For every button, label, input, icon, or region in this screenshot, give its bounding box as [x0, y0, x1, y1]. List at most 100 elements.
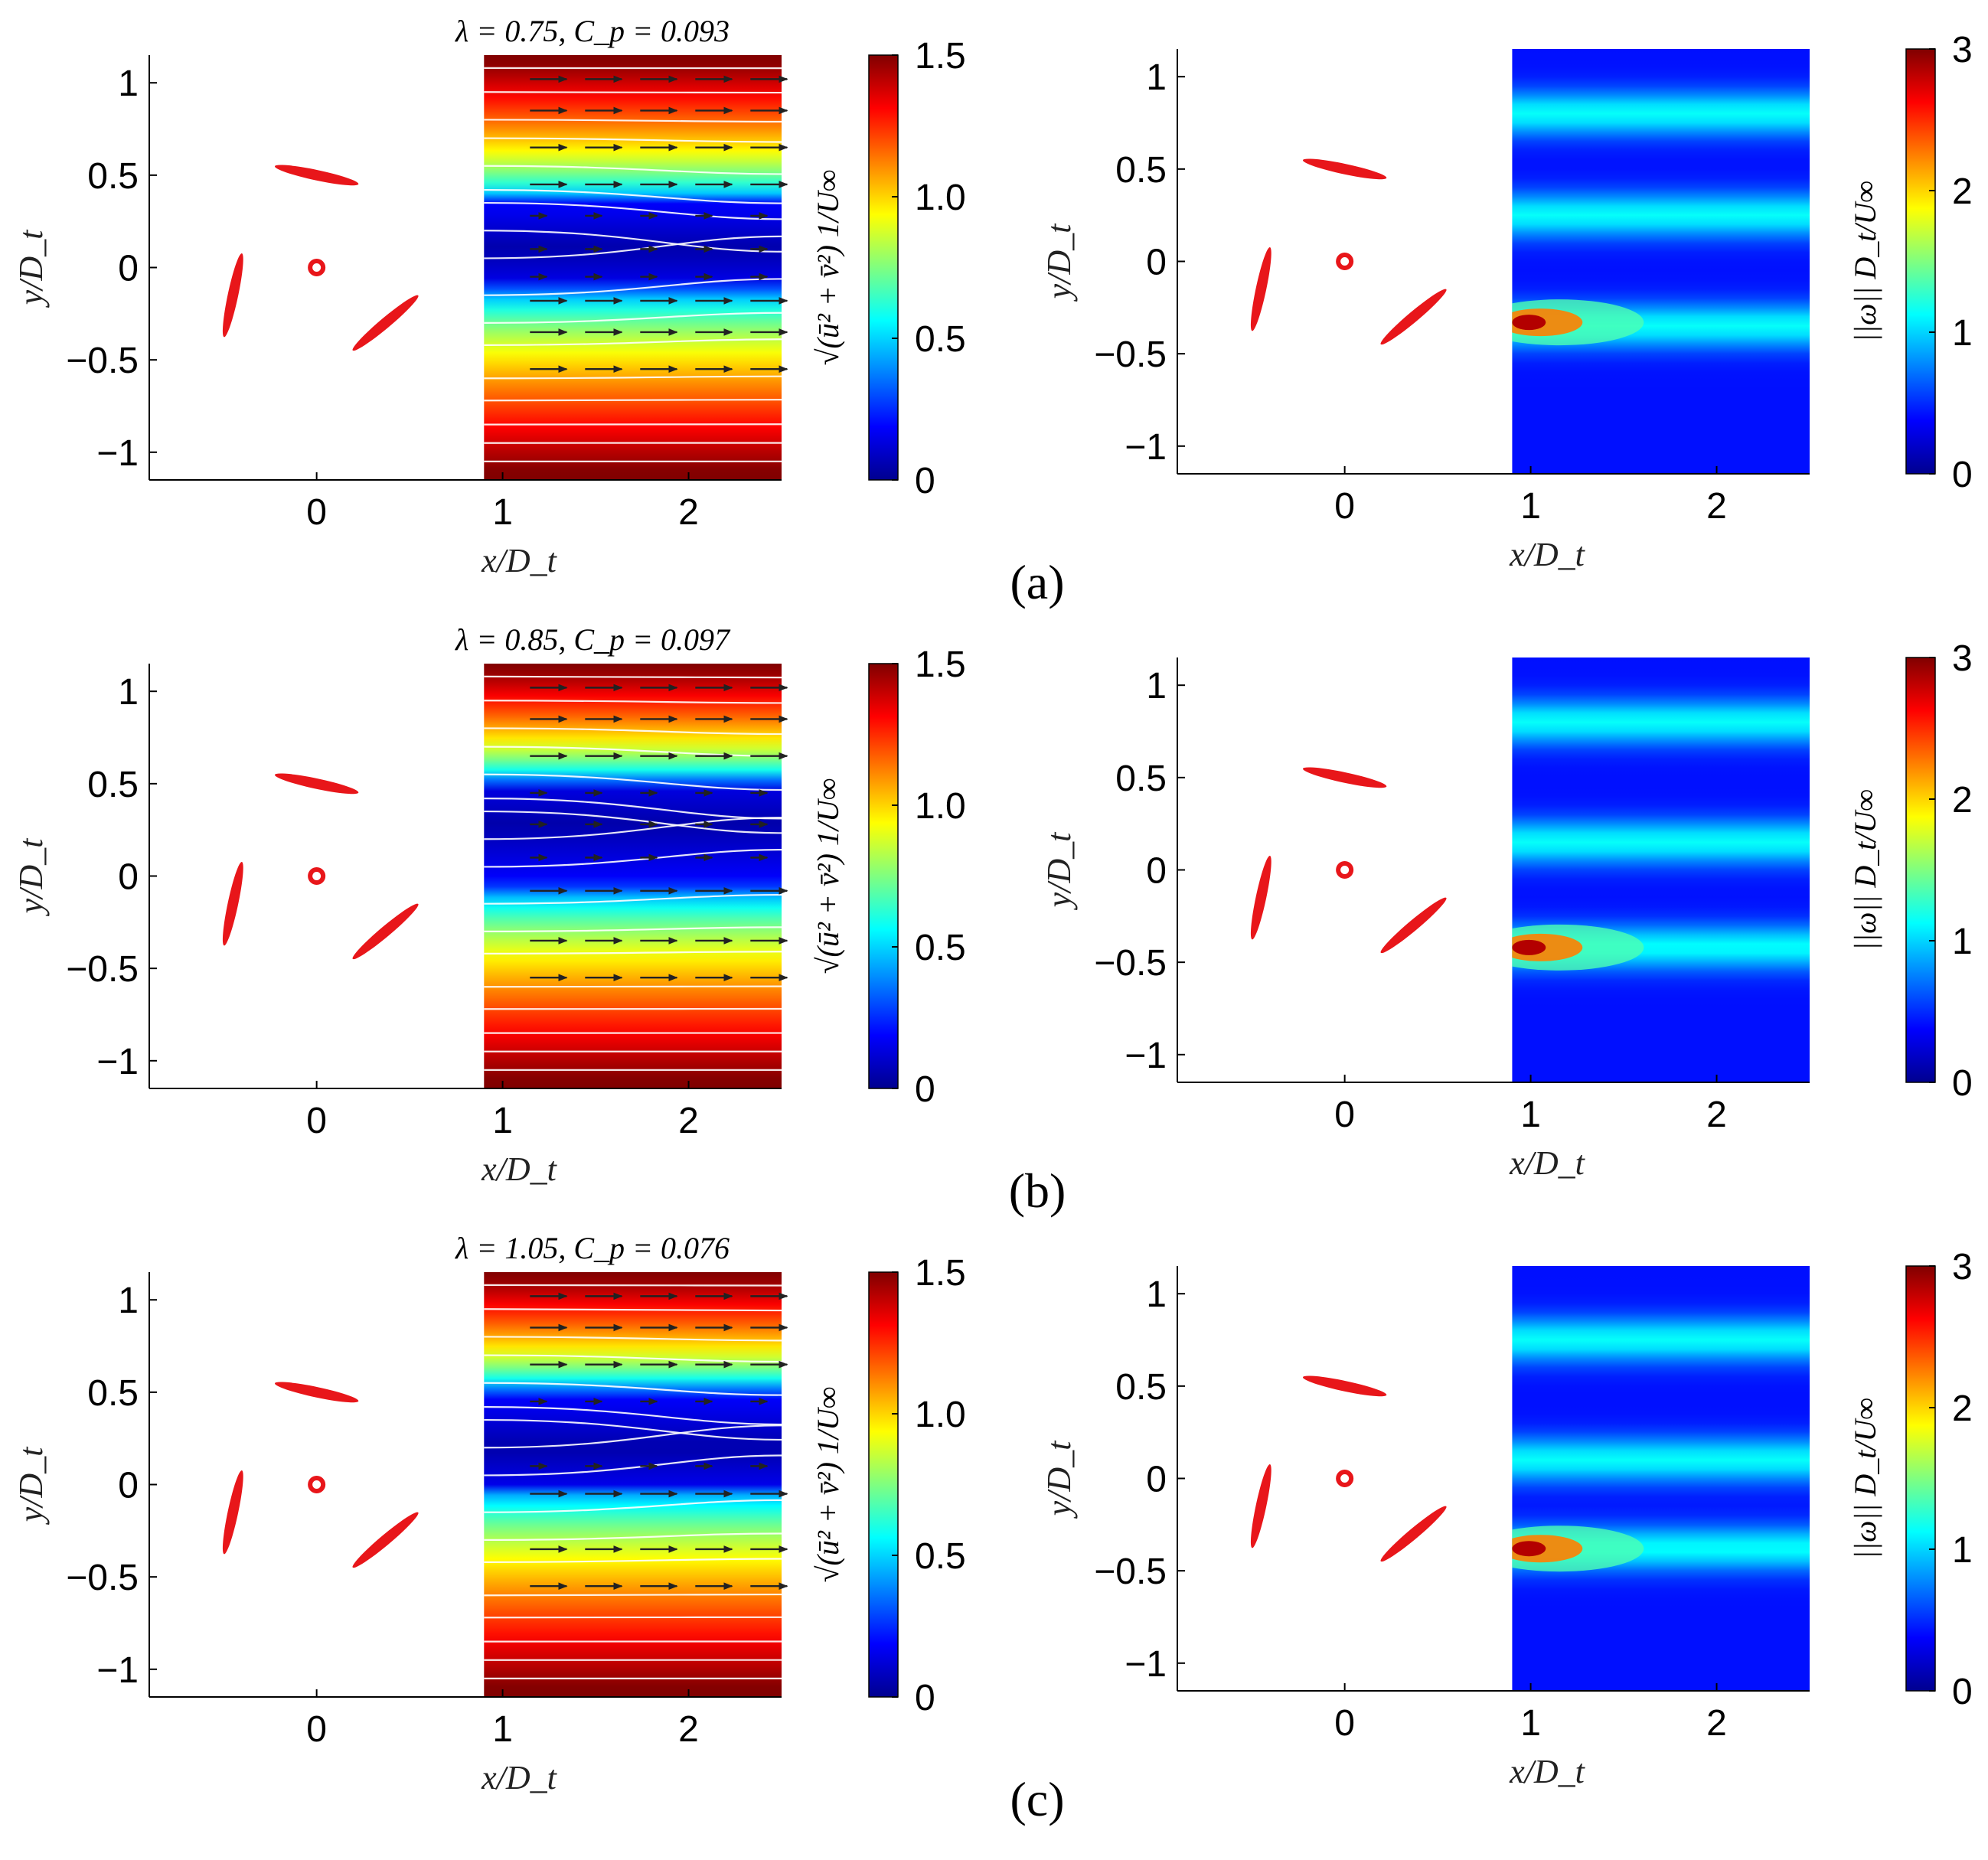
velocity-colorbar-tick-label: 1.5 — [915, 1253, 966, 1294]
y-tick-label: −0.5 — [1094, 943, 1167, 984]
y-tick-label: −0.5 — [66, 341, 139, 381]
turbine-blade-1 — [1302, 158, 1387, 180]
vorticity-colorbar-tick-label: 1 — [1952, 1530, 1973, 1571]
turbine-blade-2 — [1250, 1464, 1271, 1548]
velocity-colorbar-tick-label: 0.5 — [915, 319, 966, 360]
y-tick-label: 0.5 — [87, 1373, 139, 1414]
vorticity-colorbar-label: ||ω|| D_t/U∞ — [1848, 181, 1882, 342]
panel-label: (a) — [1010, 555, 1064, 609]
vorticity-panel: 0 1 2 1 0.5 0 −0.5 −1 x/D_t y/D_t 3 2 1 0 ||ω|| D_t/U∞ — [1040, 1247, 1973, 1790]
streamline — [484, 951, 782, 954]
x-tick-label: 0 — [1334, 1703, 1355, 1744]
vorticity-magnitude-field — [1512, 658, 1810, 1082]
turbine-blade-3 — [1380, 897, 1447, 954]
streamline — [484, 230, 782, 253]
y-tick-label: −0.5 — [1094, 1552, 1167, 1592]
turbine-hub — [308, 258, 326, 277]
vorticity-colorbar-tick-label: 1 — [1952, 922, 1973, 962]
turbine-blade-2 — [1250, 247, 1271, 331]
streamline — [484, 926, 782, 932]
streamline — [484, 798, 782, 820]
y-tick-label: 1 — [118, 672, 139, 713]
velocity-colorbar-label: √(ū² + v̄²) 1/U∞ — [811, 1387, 845, 1583]
velocity-colorbar-bar — [868, 54, 899, 481]
streamline — [484, 746, 782, 757]
velocity-magnitude-field — [484, 55, 782, 480]
streamline — [484, 1336, 782, 1342]
streamline — [484, 375, 782, 380]
rows-layer: 0 1 2 1 0.5 0 −0.5 −1 x/D_t y/D_t λ = 0.75, C_p = … — [12, 14, 1973, 1826]
vorticity-colorbar-bar — [1905, 657, 1936, 1083]
vorticity-hotspot-peak — [1512, 1541, 1546, 1557]
vorticity-colorbar-tick-label: 3 — [1952, 638, 1973, 679]
velocity-colorbar-tick-label: 0.5 — [915, 1536, 966, 1577]
x-tick-label: 0 — [306, 492, 327, 533]
streamline — [484, 189, 782, 204]
y-axis-label: y/D_t — [12, 229, 50, 308]
y-tick-label: −1 — [1125, 1036, 1167, 1076]
streamline — [484, 1593, 782, 1597]
velocity-colorbar-tick-label: 1.0 — [915, 786, 966, 827]
y-tick-label: 0.5 — [1115, 1367, 1167, 1408]
turbine-blade-1 — [1302, 767, 1387, 788]
turbine-blade-3 — [352, 903, 419, 960]
panel-label: (c) — [1010, 1772, 1064, 1826]
turbine-hub — [308, 1475, 326, 1494]
y-tick-label: 1 — [118, 1281, 139, 1321]
y-tick-label: 0 — [1146, 243, 1167, 283]
velocity-panel: 0 1 2 1 0.5 0 −0.5 −1 x/D_t y/D_t λ = 0.75, C_p = … — [12, 14, 966, 579]
x-tick-label: 2 — [678, 1101, 699, 1141]
panel-label: (b) — [1009, 1163, 1066, 1218]
x-tick-label: 1 — [1520, 1703, 1541, 1744]
x-tick-label: 0 — [306, 1101, 327, 1141]
y-tick-label: 0.5 — [1115, 150, 1167, 191]
turbine-blade-3 — [1380, 1506, 1447, 1562]
x-axis-label: x/D_t — [1509, 1144, 1586, 1182]
streamline — [484, 1532, 782, 1541]
x-tick-label: 0 — [1334, 1095, 1355, 1135]
y-tick-label: 0.5 — [87, 156, 139, 197]
vorticity-magnitude-field — [1512, 1266, 1810, 1691]
velocity-colorbar-label: √(ū² + v̄²) 1/U∞ — [811, 778, 845, 974]
y-tick-label: 1 — [1146, 1274, 1167, 1315]
y-tick-label: 0 — [118, 249, 139, 289]
vorticity-colorbar-tick-label: 2 — [1952, 1388, 1973, 1429]
turbine-blade-1 — [1302, 1375, 1387, 1397]
x-tick-label: 2 — [1706, 486, 1727, 527]
velocity-panel: 0 1 2 1 0.5 0 −0.5 −1 x/D_t y/D_t λ = 0.85, C_p = … — [12, 622, 966, 1188]
x-tick-label: 2 — [678, 1709, 699, 1750]
y-tick-label: 0 — [1146, 851, 1167, 892]
x-axis-label: x/D_t — [481, 542, 558, 579]
turbine-hub — [308, 866, 326, 886]
streamline — [484, 91, 782, 94]
vorticity-hotspot-peak — [1512, 315, 1546, 331]
vorticity-colorbar-tick-label: 0 — [1952, 1672, 1973, 1712]
y-tick-label: 0 — [1146, 1460, 1167, 1500]
streamline — [484, 893, 782, 905]
vorticity-field-group — [1512, 49, 1810, 474]
velocity-colorbar-tick-label: 0.5 — [915, 928, 966, 968]
streamline — [484, 278, 782, 296]
vorticity-magnitude-field — [1512, 49, 1810, 474]
velocity-colorbar-label: √(ū² + v̄²) 1/U∞ — [811, 170, 845, 366]
streamline — [484, 1424, 782, 1449]
turbine-blade-1 — [274, 773, 359, 795]
turbine-blade-3 — [352, 1512, 419, 1568]
vorticity-colorbar-tick-label: 1 — [1952, 313, 1973, 354]
y-tick-label: 0.5 — [87, 765, 139, 805]
velocity-magnitude-field — [484, 1272, 782, 1697]
turbine-blade-3 — [352, 295, 419, 351]
y-tick-label: −1 — [1125, 427, 1167, 468]
velocity-colorbar-tick-label: 1.0 — [915, 1395, 966, 1435]
panel-title: λ = 0.85, C_p = 0.097 — [455, 622, 731, 657]
turbine-hub — [1336, 1469, 1354, 1488]
streamline — [484, 1354, 782, 1363]
vorticity-panel: 0 1 2 1 0.5 0 −0.5 −1 x/D_t y/D_t 3 2 1 0 ||ω|| D_t/U∞ — [1040, 638, 1973, 1182]
row-1: 0 1 2 1 0.5 0 −0.5 −1 x/D_t y/D_t λ = 0.75, C_p = … — [12, 14, 1973, 609]
vorticity-colorbar-tick-label: 3 — [1952, 30, 1973, 70]
panel-title: λ = 0.75, C_p = 0.093 — [455, 14, 730, 48]
y-tick-label: −1 — [96, 433, 139, 474]
velocity-colorbar-tick-label: 1.0 — [915, 178, 966, 218]
y-tick-label: 1 — [1146, 57, 1167, 98]
